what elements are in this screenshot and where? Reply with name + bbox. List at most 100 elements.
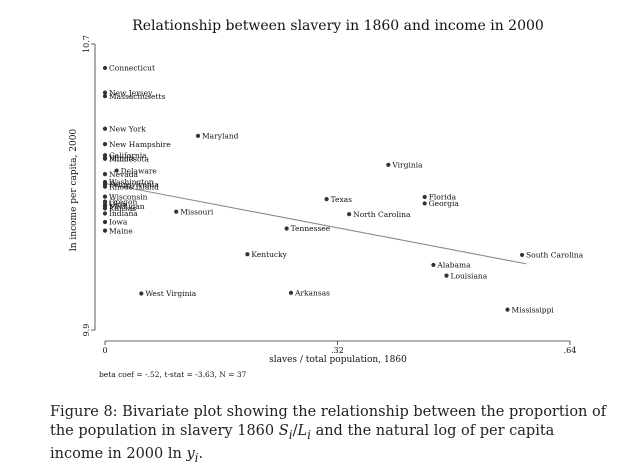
point-marker [386, 162, 391, 167]
data-point: Tennessee [284, 224, 331, 233]
caption-slash: / [292, 423, 298, 439]
point-marker [102, 126, 108, 131]
x-axis-label: slaves / total population, 1860 [269, 355, 407, 365]
data-point: Missouri [174, 207, 214, 216]
data-point: New Jersey [102, 88, 153, 97]
point-label: Nevada [109, 170, 139, 179]
point-marker [102, 206, 108, 211]
point-label: California [109, 151, 147, 160]
data-point: Kansas [102, 204, 136, 213]
data-point: Georgia [422, 199, 460, 208]
data-point: Massachusetts [102, 92, 165, 101]
point-label: Louisiana [450, 271, 487, 280]
data-point: Texas [324, 195, 353, 204]
point-label: Wisconsin [109, 192, 148, 201]
fit-line [104, 182, 527, 265]
point-label: Florida [429, 193, 457, 202]
point-label: Virginia [391, 161, 423, 170]
point-marker [288, 290, 294, 295]
point-marker [102, 142, 108, 147]
regression-line [104, 182, 527, 265]
point-label: Iowa [109, 218, 128, 227]
y-tick-label: 9.9 [82, 324, 91, 337]
point-marker [324, 197, 329, 202]
point-marker [422, 194, 427, 200]
point-label: New York [109, 124, 146, 133]
data-point: Iowa [102, 218, 128, 227]
point-marker [347, 212, 352, 217]
data-point: Wisconsin [102, 192, 148, 201]
data-point: Mississippi [505, 305, 554, 314]
data-point: Rhode Island [102, 182, 159, 191]
point-label: Oregon [109, 197, 137, 206]
data-point: Maryland [195, 132, 239, 141]
chart-title: Relationship between slavery in 1860 and… [132, 18, 544, 34]
point-marker [102, 156, 108, 161]
caption-math-y: y [186, 445, 195, 462]
point-label: Michigan [109, 202, 145, 211]
regression-note: beta coef = -.52, t-stat = -3.63, N = 37 [99, 370, 247, 379]
point-marker [284, 226, 289, 231]
point-label: Connecticut [109, 64, 155, 73]
point-label: Washington [109, 178, 154, 187]
caption-end: . [198, 445, 204, 462]
point-marker [505, 307, 510, 312]
caption-math-y-sub: i [194, 450, 199, 465]
point-label: Tennessee [291, 224, 331, 233]
data-point: South Carolina [519, 251, 584, 260]
caption-math-s-sub: i [288, 427, 293, 442]
caption-text-1: Bivariate plot showing the relationship … [50, 404, 607, 439]
caption-math-l: L [297, 423, 308, 439]
point-label: Pennsylvania [109, 180, 159, 189]
data-point: Maine [102, 226, 133, 235]
x-tick-label: .64 [564, 346, 577, 355]
data-point: North Carolina [347, 210, 411, 219]
data-point: New Hampshire [102, 140, 171, 149]
point-label: Massachusetts [109, 92, 165, 101]
caption-prefix: Figure 8: [50, 404, 118, 420]
point-marker [245, 252, 250, 257]
data-point: Louisiana [444, 271, 488, 280]
data-point: Connecticut [102, 64, 155, 73]
point-marker [102, 211, 108, 216]
point-marker [102, 194, 108, 199]
point-label: South Carolina [526, 251, 584, 260]
figure-caption: Figure 8: Bivariate plot showing the rel… [50, 403, 610, 468]
data-point: Alabama [431, 261, 471, 270]
point-marker [195, 133, 201, 138]
point-label: Rhode Island [109, 182, 159, 191]
data-point: West Virginia [139, 289, 197, 298]
x-tick-label: 0 [102, 346, 107, 355]
point-label: Missouri [180, 207, 214, 216]
point-label: Mississippi [512, 305, 555, 314]
point-label: New Hampshire [109, 140, 171, 149]
point-marker [102, 228, 108, 233]
data-point: New York [102, 124, 146, 133]
point-marker [102, 219, 108, 225]
y-tick-label: 10.7 [82, 35, 91, 53]
point-marker [139, 291, 144, 296]
caption-math-s: S [278, 423, 289, 439]
point-marker [102, 94, 108, 99]
point-label: Ohio [109, 200, 127, 209]
point-label: Maryland [202, 132, 239, 141]
data-point: Nevada [102, 170, 139, 179]
point-label: Arkansas [294, 289, 330, 298]
point-label: Texas [331, 195, 353, 204]
point-marker [102, 90, 108, 95]
point-marker [431, 262, 436, 268]
point-label: Georgia [429, 199, 460, 208]
data-point: Indiana [102, 209, 138, 218]
data-point: Virginia [386, 161, 423, 170]
y-axis-label: ln income per capita, 2000 [69, 129, 79, 252]
data-point: Arkansas [288, 289, 330, 298]
data-point: Minnesota [102, 154, 150, 163]
point-marker [114, 168, 119, 173]
point-label: New Jersey [109, 88, 153, 97]
point-label: Kansas [109, 204, 136, 213]
x-tick-label: .32 [331, 346, 344, 355]
scatter-chart: Relationship between slavery in 1860 and… [69, 18, 584, 379]
axes: 9.9 10.7 0 .32 .64 [82, 35, 576, 355]
point-marker [102, 172, 108, 177]
